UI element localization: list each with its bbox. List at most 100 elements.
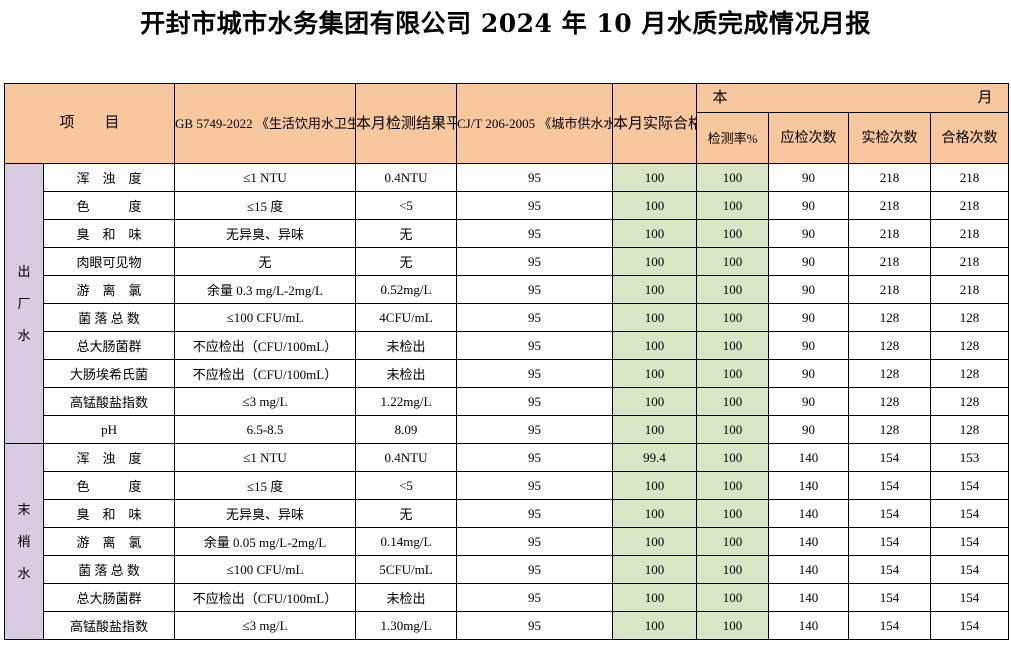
group-label-char: 厂: [17, 295, 31, 311]
cell-cj-rate: 95: [456, 163, 614, 192]
cell-detect-rate: 100: [696, 275, 770, 304]
cell-item: 臭 和 味: [42, 219, 176, 248]
table-row: 菌 落 总 数 ≤100 CFU/mL 4CFU/mL 95 100 100 90 128 12…: [5, 303, 1010, 332]
cell-standard: 6.5-8.5: [174, 415, 357, 444]
cell-cj-rate: 95: [456, 191, 614, 220]
cell-due: 90: [768, 247, 850, 276]
cell-passed: 218: [930, 163, 1010, 192]
cell-avg: 未检出: [355, 583, 458, 612]
cell-passed: 128: [930, 387, 1010, 416]
cell-actual-rate: 100: [612, 247, 698, 276]
cell-standard: ≤100 CFU/mL: [174, 303, 357, 332]
cell-done: 218: [848, 191, 932, 220]
cell-standard: 不应检出（CFU/100mL）: [174, 331, 357, 360]
cell-done: 154: [848, 471, 932, 500]
cell-actual-rate: 100: [612, 359, 698, 388]
table-row: 总大肠菌群 不应检出（CFU/100mL） 未检出 95 100 100 140 154 154: [5, 583, 1010, 612]
report-title: 开封市城市水务集团有限公司 2024 年 10 月水质完成情况月报: [140, 9, 871, 38]
cell-actual-rate: 100: [612, 499, 698, 528]
cell-item: 游 离 氯: [42, 275, 176, 304]
table-row: 高锰酸盐指数 ≤3 mg/L 1.30mg/L 95 100 100 140 154 154: [5, 611, 1010, 640]
cell-detect-rate: 100: [696, 471, 770, 500]
cell-passed: 128: [930, 303, 1010, 332]
cell-actual-rate: 100: [612, 611, 698, 640]
cell-passed: 218: [930, 275, 1010, 304]
cell-detect-rate: 100: [696, 247, 770, 276]
cell-actual-rate: 100: [612, 219, 698, 248]
cell-detect-rate: 100: [696, 555, 770, 584]
cell-due: 90: [768, 191, 850, 220]
cell-passed: 128: [930, 359, 1010, 388]
cell-avg: 0.14mg/L: [355, 527, 458, 556]
table-row: 游 离 氯余量 0.3 mg/L-2mg/L 0.52mg/L 95 100 100 90…: [5, 275, 1010, 304]
cell-standard: 无异臭、异味: [174, 499, 357, 528]
cell-detect-rate: 100: [696, 303, 770, 332]
cell-detect-rate: 100: [696, 583, 770, 612]
header-month: 本月: [696, 83, 1010, 113]
cell-passed: 154: [930, 555, 1010, 584]
cell-detect-rate: 100: [696, 331, 770, 360]
cell-detect-rate: 100: [696, 359, 770, 388]
water-quality-table: 项 目 GB 5749-2022 《生活饮用水卫生标准》 本月检测结果平均值 C…: [3, 83, 1010, 640]
cell-actual-rate: 100: [612, 163, 698, 192]
cell-done: 154: [848, 611, 932, 640]
cell-item: 菌 落 总 数: [42, 555, 176, 584]
cell-item: 菌 落 总 数: [42, 303, 176, 332]
cell-cj-rate: 95: [456, 303, 614, 332]
cell-cj-rate: 95: [456, 331, 614, 360]
cell-avg: 4CFU/mL: [355, 303, 458, 332]
cell-due: 140: [768, 499, 850, 528]
cell-avg: 未检出: [355, 331, 458, 360]
cell-due: 90: [768, 415, 850, 444]
group-label: 末梢水: [4, 443, 44, 640]
table-row: 臭 和 味无异臭、异味无 95 100 100 140 154 154: [5, 499, 1010, 528]
header-passed: 合格次数: [930, 112, 1010, 164]
table-row: 菌 落 总 数 ≤100 CFU/mL 5CFU/mL 95 100 100 140 154 1…: [5, 555, 1010, 584]
cell-item: 浑 浊 度: [42, 163, 176, 192]
cell-cj-rate: 95: [456, 275, 614, 304]
cell-avg: 无: [355, 219, 458, 248]
group-label: 出厂水: [4, 163, 44, 444]
cell-avg: 0.4NTU: [355, 163, 458, 192]
cell-detect-rate: 100: [696, 387, 770, 416]
table-row: 高锰酸盐指数 ≤3 mg/L 1.22mg/L 95 100 100 90 128 128: [5, 387, 1010, 416]
cell-actual-rate: 100: [612, 583, 698, 612]
cell-actual-rate: 100: [612, 331, 698, 360]
cell-cj-rate: 95: [456, 415, 614, 444]
cell-cj-rate: 95: [456, 583, 614, 612]
cell-due: 90: [768, 303, 850, 332]
cell-detect-rate: 100: [696, 163, 770, 192]
cell-done: 218: [848, 275, 932, 304]
cell-cj-rate: 95: [456, 527, 614, 556]
cell-passed: 154: [930, 583, 1010, 612]
cell-passed: 128: [930, 415, 1010, 444]
cell-passed: 218: [930, 191, 1010, 220]
cell-standard: 余量 0.05 mg/L-2mg/L: [174, 527, 357, 556]
cell-standard: ≤15 度: [174, 471, 357, 500]
cell-avg: 8.09: [355, 415, 458, 444]
cell-item: 大肠埃希氏菌: [42, 359, 176, 388]
cell-standard: ≤1 NTU: [174, 443, 357, 472]
cell-item: 高锰酸盐指数: [42, 387, 176, 416]
cell-done: 154: [848, 443, 932, 472]
cell-detect-rate: 100: [696, 499, 770, 528]
cell-standard: 不应检出（CFU/100mL）: [174, 359, 357, 388]
cell-actual-rate: 100: [612, 527, 698, 556]
cell-avg: <5: [355, 191, 458, 220]
cell-actual-rate: 100: [612, 275, 698, 304]
cell-item: 色 度: [42, 191, 176, 220]
cell-standard: 不应检出（CFU/100mL）: [174, 583, 357, 612]
cell-cj-rate: 95: [456, 499, 614, 528]
table-row: 末梢水浑 浊 度 ≤1 NTU 0.4NTU 95 99.4 100 140 154 153: [4, 443, 1010, 640]
cell-cj-rate: 95: [456, 219, 614, 248]
cell-avg: 5CFU/mL: [355, 555, 458, 584]
group-label-char: 末: [17, 501, 31, 517]
table-row: 臭 和 味无异臭、异味无 95 100 100 90 218 218: [5, 219, 1010, 248]
cell-due: 140: [768, 527, 850, 556]
header-item: 项 目: [3, 83, 176, 164]
cell-avg: 0.4NTU: [355, 443, 458, 472]
cell-done: 218: [848, 219, 932, 248]
cell-done: 154: [848, 583, 932, 612]
cell-item: 浑 浊 度: [42, 443, 176, 472]
cell-cj-rate: 95: [456, 471, 614, 500]
